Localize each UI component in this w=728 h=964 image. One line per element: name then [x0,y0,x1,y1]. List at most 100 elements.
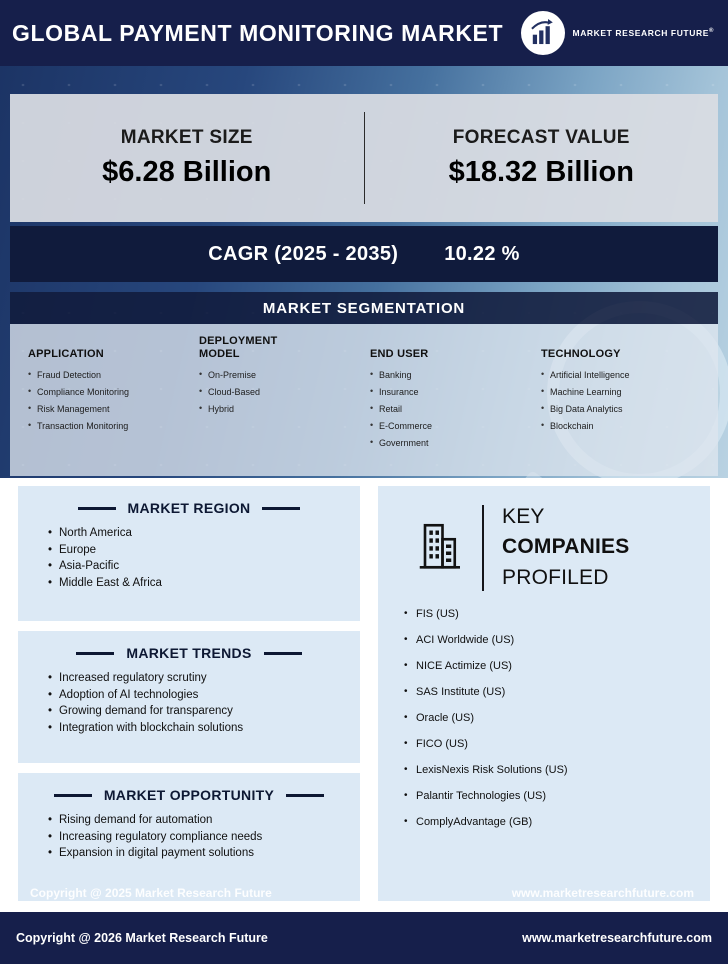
header-rule-left [53,793,92,797]
stats-panel: MARKET SIZE $6.28 Billion FORECAST VALUE… [10,94,718,222]
footer-website-link[interactable]: www.marketresearchfuture.com [522,931,712,945]
company-item: Oracle (US) [404,705,692,731]
market-size-value: $6.28 Billion [102,156,272,188]
segmentation-grid: APPLICATION Fraud Detection Compliance M… [10,324,718,476]
opportunity-list: Rising demand for automation Increasing … [34,814,344,859]
header-rule-left [76,651,115,655]
segmentation-column-application: APPLICATION Fraud Detection Compliance M… [22,334,193,464]
brand-chart-icon [520,11,565,55]
companies-list: FIS (US) ACI Worldwide (US) NICE Actimiz… [396,601,692,835]
company-item: ACI Worldwide (US) [404,627,692,653]
segmentation-heading: DEPLOYMENT MODEL [199,334,278,361]
trend-item: Adoption of AI technologies [48,689,344,701]
right-column: KEY COMPANIES PROFILED FIS (US) ACI Worl… [378,486,710,912]
hero-section: MARKET SIZE $6.28 Billion FORECAST VALUE… [0,66,728,478]
buildings-icon [396,520,482,576]
segmentation-item: E-Commerce [370,421,529,432]
segmentation-heading: END USER [370,348,429,361]
segmentation-item: Machine Learning [541,387,700,398]
section-title: MARKET OPPORTUNITY [103,787,275,803]
watermark-copyright: Copyright @ 2025 Market Research Future [30,886,272,900]
segmentation-heading: TECHNOLOGY [541,348,621,361]
segmentation-item: Government [370,438,529,449]
segmentation-list: Banking Insurance Retail E-Commerce Gove… [370,370,529,449]
header-rule-left [77,506,116,510]
segmentation-item: Risk Management [28,404,187,415]
cagr-value: 10.22 % [444,242,520,265]
forecast-value-value: $18.32 Billion [448,156,634,188]
segmentation-heading: APPLICATION [28,348,104,361]
registered-mark: ® [708,28,714,35]
segmentation-item: Fraud Detection [28,370,187,381]
region-item: North America [48,527,344,539]
left-column: MARKET REGION North America Europe Asia-… [18,486,360,912]
brand-logo: MARKET RESEARCH FUTURE® [520,11,714,55]
segmentation-list: On-Premise Cloud-Based Hybrid [199,370,358,415]
segmentation-item: On-Premise [199,370,358,381]
segmentation-item: Hybrid [199,404,358,415]
trend-item: Growing demand for transparency [48,705,344,717]
opportunity-item: Rising demand for automation [48,814,344,826]
page-title: GLOBAL PAYMENT MONITORING MARKET [12,19,504,46]
content-section: MARKET REGION North America Europe Asia-… [0,478,728,912]
company-item: ComplyAdvantage (GB) [404,809,692,835]
segmentation-column-deployment-model: DEPLOYMENT MODEL On-Premise Cloud-Based … [193,334,364,464]
segmentation-title: MARKET SEGMENTATION [10,292,718,324]
company-item: FICO (US) [404,731,692,757]
segmentation-item: Retail [370,404,529,415]
cagr-label: CAGR (2025 - 2035) [208,242,399,265]
key-companies-header: KEY COMPANIES PROFILED [396,502,692,593]
header-rule-right [263,651,302,655]
section-header: MARKET REGION [34,500,344,516]
brand-name: MARKET RESEARCH FUTURE® [573,28,714,38]
segmentation-list: Artificial Intelligence Machine Learning… [541,370,700,432]
segmentation-item: Compliance Monitoring [28,387,187,398]
segmentation-item: Insurance [370,387,529,398]
region-item: Europe [48,544,344,556]
segmentation-item: Banking [370,370,529,381]
segmentation-item: Cloud-Based [199,387,358,398]
key-companies-title-line: COMPANIES [502,535,630,559]
cagr-bar: CAGR (2025 - 2035) 10.22 % [10,226,718,282]
key-companies-title-line: KEY [502,505,545,528]
section-title: MARKET REGION [127,500,251,516]
segmentation-list: Fraud Detection Compliance Monitoring Ri… [28,370,187,432]
segmentation-item: Blockchain [541,421,700,432]
company-item: LexisNexis Risk Solutions (US) [404,757,692,783]
header-vertical-divider [482,504,484,591]
footer-copyright: Copyright @ 2026 Market Research Future [16,931,268,945]
market-size-label: MARKET SIZE [120,127,253,148]
company-item: Palantir Technologies (US) [404,783,692,809]
stats-divider [363,112,365,204]
region-item: Middle East & Africa [48,577,344,589]
region-item: Asia-Pacific [48,560,344,572]
header-rule-right [262,506,301,510]
segmentation-column-end-user: END USER Banking Insurance Retail E-Comm… [364,334,535,464]
trend-item: Increased regulatory scrutiny [48,672,344,684]
section-title: MARKET TRENDS [126,645,252,661]
brand-name-text: MARKET RESEARCH FUTURE [572,28,709,38]
key-companies-title-line: PROFILED [502,565,609,589]
segmentation-item: Transaction Monitoring [28,421,187,432]
trend-item: Integration with blockchain solutions [48,722,344,734]
forecast-value-label: FORECAST VALUE [452,127,630,148]
market-opportunity-box: MARKET OPPORTUNITY Rising demand for aut… [18,773,360,901]
opportunity-item: Expansion in digital payment solutions [48,847,344,859]
header: GLOBAL PAYMENT MONITORING MARKET MARKET … [0,0,728,66]
trends-list: Increased regulatory scrutiny Adoption o… [34,672,344,734]
company-item: SAS Institute (US) [404,679,692,705]
section-header: MARKET TRENDS [34,645,344,661]
forecast-value-stat: FORECAST VALUE $18.32 Billion [365,94,719,222]
header-rule-right [286,793,325,797]
opportunity-item: Increasing regulatory compliance needs [48,831,344,843]
company-item: NICE Actimize (US) [404,653,692,679]
segmentation-column-technology: TECHNOLOGY Artificial Intelligence Machi… [535,334,706,464]
segmentation-item: Big Data Analytics [541,404,700,415]
segmentation-item: Artificial Intelligence [541,370,700,381]
market-region-box: MARKET REGION North America Europe Asia-… [18,486,360,621]
key-companies-box: KEY COMPANIES PROFILED FIS (US) ACI Worl… [378,486,710,901]
market-trends-box: MARKET TRENDS Increased regulatory scrut… [18,631,360,763]
company-item: FIS (US) [404,601,692,627]
watermark-website: www.marketresearchfuture.com [511,886,694,900]
